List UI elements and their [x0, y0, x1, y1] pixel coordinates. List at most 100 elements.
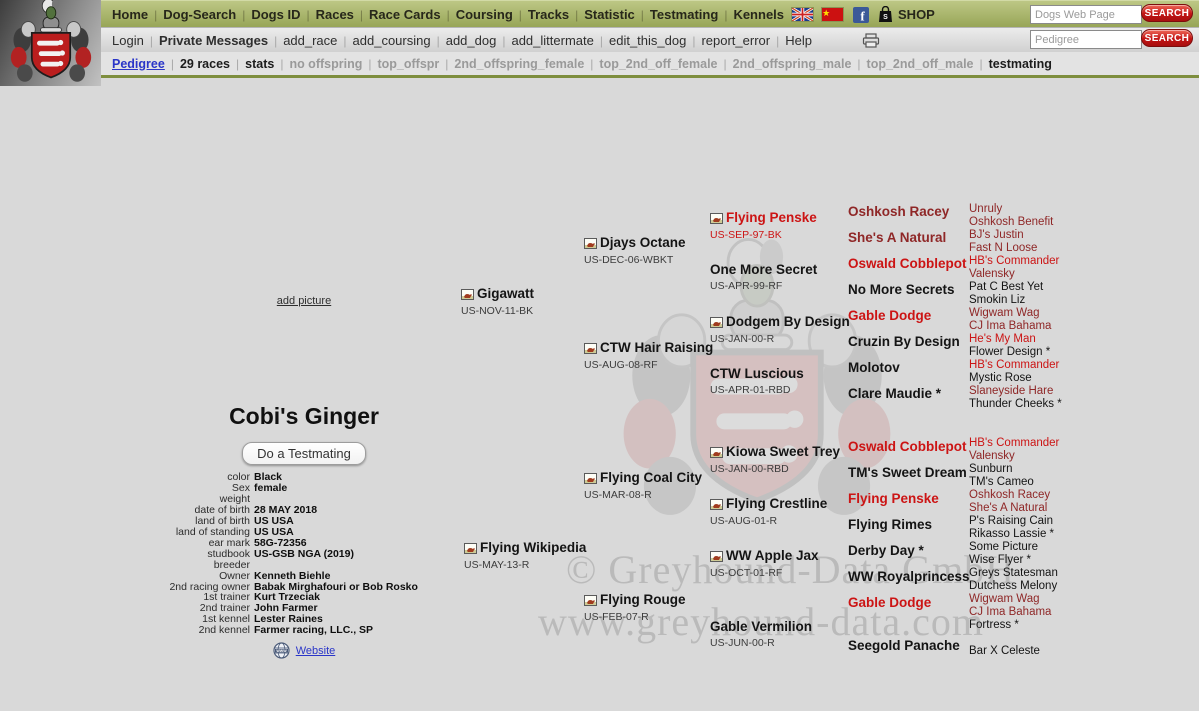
photo-icon[interactable] [710, 498, 723, 515]
nav-item-login[interactable]: Login [112, 33, 144, 48]
pedigree-search-input[interactable] [1030, 30, 1142, 49]
dog-name-link[interactable]: HB's Commander [969, 255, 1060, 267]
nav-item-private-messages[interactable]: Private Messages [158, 33, 269, 48]
dog-name-link[interactable]: Gigawatt [477, 286, 535, 301]
dog-name-link[interactable]: Valensky [969, 268, 1015, 280]
dog-name-link[interactable]: Dodgem By Design [726, 314, 850, 329]
dog-name-link[interactable]: TM's Cameo [969, 476, 1034, 488]
photo-icon[interactable] [710, 212, 723, 229]
photo-icon[interactable] [584, 594, 597, 611]
dog-name-link[interactable]: Oshkosh Racey [848, 204, 950, 219]
dog-name-link[interactable]: Gable Vermilion [710, 619, 813, 634]
dogs-web-search-button[interactable]: SEARCH [1141, 4, 1193, 22]
dog-name-link[interactable]: Oshkosh Racey [969, 489, 1051, 501]
tab-testmating[interactable]: testmating [988, 56, 1052, 71]
dog-name-link[interactable]: Fast N Loose [969, 242, 1038, 254]
dog-name-link[interactable]: CJ Ima Bahama [969, 606, 1052, 618]
dog-name-link[interactable]: Bar X Celeste [969, 645, 1040, 657]
dog-name-link[interactable]: Unruly [969, 203, 1003, 215]
dog-name-link[interactable]: Flying Penske [726, 210, 817, 225]
dog-name-link[interactable]: Cruzin By Design [848, 334, 960, 349]
add-picture-link[interactable]: add picture [276, 295, 332, 307]
nav-item-race-cards[interactable]: Race Cards [369, 7, 441, 22]
photo-icon[interactable] [461, 288, 474, 305]
dog-name-link[interactable]: Fortress * [969, 619, 1019, 631]
dog-name-link[interactable]: HB's Commander [969, 437, 1060, 449]
dog-name-link[interactable]: Thunder Cheeks * [969, 398, 1062, 410]
shop-bag-icon[interactable]: S [878, 6, 893, 23]
dog-name-link[interactable]: Flying Crestline [726, 496, 828, 511]
nav-item-tracks[interactable]: Tracks [527, 7, 570, 22]
china-flag-icon[interactable] [821, 7, 845, 22]
nav-item-coursing[interactable]: Coursing [455, 7, 513, 22]
dog-name-link[interactable]: Gable Dodge [848, 308, 932, 323]
dog-name-link[interactable]: Wigwam Wag [969, 307, 1040, 319]
dog-name-link[interactable]: Molotov [848, 360, 900, 375]
dog-name-link[interactable]: Flying Wikipedia [480, 540, 587, 555]
dog-name-link[interactable]: One More Secret [710, 262, 818, 277]
dog-name-link[interactable]: Slaneyside Hare [969, 385, 1054, 397]
nav-item-dog-search[interactable]: Dog-Search [163, 7, 237, 22]
photo-icon[interactable] [710, 550, 723, 567]
dog-name-link[interactable]: BJ's Justin [969, 229, 1024, 241]
dogs-web-search-input[interactable] [1030, 5, 1142, 24]
dog-name-link[interactable]: Seegold Panache [848, 638, 960, 653]
dog-name-link[interactable]: Mystic Rose [969, 372, 1032, 384]
nav-item-add-dog[interactable]: add_dog [445, 33, 497, 48]
nav-item-races[interactable]: Races [315, 7, 354, 22]
site-logo[interactable] [0, 0, 101, 86]
photo-icon[interactable] [584, 472, 597, 489]
dog-name-link[interactable]: Some Picture [969, 541, 1039, 553]
dog-name-link[interactable]: Flying Rouge [600, 592, 686, 607]
dog-name-link[interactable]: He's My Man [969, 333, 1036, 345]
nav-item-report-error[interactable]: report_error [701, 33, 771, 48]
tab-stats[interactable]: stats [245, 56, 275, 71]
website-link[interactable]: Website [295, 644, 336, 657]
dog-name-link[interactable]: WW Royalprincess [848, 569, 970, 584]
uk-flag-icon[interactable] [791, 7, 815, 22]
dog-name-link[interactable]: Derby Day * [848, 543, 924, 558]
dog-name-link[interactable]: No More Secrets [848, 282, 955, 297]
dog-name-link[interactable]: Oshkosh Benefit [969, 216, 1054, 228]
photo-icon[interactable] [464, 542, 477, 559]
nav-item-dogs-id[interactable]: Dogs ID [251, 7, 301, 22]
dog-name-link[interactable]: TM's Sweet Dream [848, 465, 967, 480]
nav-item-home[interactable]: Home [112, 7, 149, 22]
dog-name-link[interactable]: Wise Flyer * [969, 554, 1031, 566]
nav-item-add-coursing[interactable]: add_coursing [352, 33, 431, 48]
dog-name-link[interactable]: She's A Natural [969, 502, 1048, 514]
nav-item-help[interactable]: Help [785, 33, 812, 48]
dog-name-link[interactable]: Greys Statesman [969, 567, 1058, 579]
nav-item-add-littermate[interactable]: add_littermate [511, 33, 594, 48]
photo-icon[interactable] [584, 342, 597, 359]
dog-name-link[interactable]: Pat C Best Yet [969, 281, 1044, 293]
dog-name-link[interactable]: Sunburn [969, 463, 1013, 475]
dog-name-link[interactable]: P's Raising Cain [969, 515, 1054, 527]
dog-name-link[interactable]: HB's Commander [969, 359, 1060, 371]
dog-name-link[interactable]: Flying Penske [848, 491, 939, 506]
dog-name-link[interactable]: Oswald Cobblepot [848, 256, 967, 271]
nav-item-statistic[interactable]: Statistic [584, 7, 635, 22]
dog-name-link[interactable]: Clare Maudie * [848, 386, 942, 401]
dog-name-link[interactable]: Flower Design * [969, 346, 1051, 358]
dog-name-link[interactable]: Flying Rimes [848, 517, 933, 532]
dog-name-link[interactable]: CTW Luscious [710, 366, 804, 381]
dog-name-link[interactable]: CTW Hair Raising [600, 340, 714, 355]
dog-name-link[interactable]: Djays Octane [600, 235, 686, 250]
dog-name-link[interactable]: Dutchess Melony [969, 580, 1058, 592]
pedigree-search-button[interactable]: SEARCH [1141, 29, 1193, 47]
nav-item-testmating[interactable]: Testmating [649, 7, 719, 22]
nav-item-edit-this-dog[interactable]: edit_this_dog [608, 33, 687, 48]
dog-name-link[interactable]: Smokin Liz [969, 294, 1026, 306]
dog-name-link[interactable]: Oswald Cobblepot [848, 439, 967, 454]
nav-item-shop[interactable]: SHOP [898, 7, 935, 22]
photo-icon[interactable] [710, 446, 723, 463]
nav-item-kennels[interactable]: Kennels [733, 7, 785, 22]
dog-name-link[interactable]: Wigwam Wag [969, 593, 1040, 605]
photo-icon[interactable] [710, 316, 723, 333]
facebook-icon[interactable]: f [853, 6, 870, 23]
dog-name-link[interactable]: She's A Natural [848, 230, 947, 245]
dog-name-link[interactable]: Flying Coal City [600, 470, 703, 485]
dog-name-link[interactable]: CJ Ima Bahama [969, 320, 1052, 332]
dog-name-link[interactable]: Valensky [969, 450, 1015, 462]
